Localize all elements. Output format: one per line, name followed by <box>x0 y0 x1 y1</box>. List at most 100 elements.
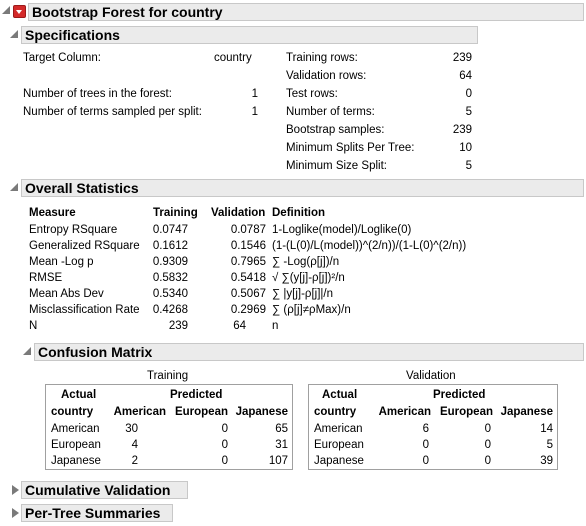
matrix-cell: 0 <box>221 423 228 435</box>
validation-cell: 0.1546 <box>230 240 266 252</box>
col-japanese: Japanese <box>500 406 553 418</box>
row-label-european: European <box>314 439 364 451</box>
overall-statistics-header[interactable]: Overall Statistics <box>21 179 584 197</box>
training-cell: 0.0747 <box>152 224 188 236</box>
matrix-cell: 0 <box>221 439 228 451</box>
measure-cell: Mean -Log p <box>29 256 94 268</box>
matrix-cell: 4 <box>131 439 138 451</box>
target-column-label: Target Column: <box>23 52 101 64</box>
row-label-japanese: Japanese <box>314 455 364 467</box>
training-confusion-table: Actual Predicted country American Europe… <box>45 384 293 470</box>
number-of-terms-value: 5 <box>465 106 472 118</box>
collapse-triangle-icon[interactable] <box>2 6 10 14</box>
cumulative-validation-expand-icon[interactable] <box>12 485 19 495</box>
trees-label: Number of trees in the forest: <box>23 88 172 100</box>
validation-cell: 0.7965 <box>230 256 266 268</box>
row-label-american: American <box>314 423 363 435</box>
cumulative-validation-title: Cumulative Validation <box>25 482 171 498</box>
min-size-split-value: 5 <box>465 160 472 172</box>
matrix-cell: 31 <box>275 439 288 451</box>
min-size-split-label: Minimum Size Split: <box>286 160 387 172</box>
training-cell: 239 <box>168 320 188 332</box>
specifications-title: Specifications <box>25 27 120 43</box>
predicted-label: Predicted <box>170 389 223 401</box>
number-of-terms-label: Number of terms: <box>286 106 375 118</box>
country-label: country <box>314 406 357 418</box>
measure-cell: RMSE <box>29 272 63 284</box>
country-label: country <box>51 406 94 418</box>
matrix-cell: 39 <box>540 455 553 467</box>
matrix-cell: 0 <box>422 439 429 451</box>
matrix-cell: 14 <box>540 423 553 435</box>
specifications-collapse-icon[interactable] <box>10 30 18 38</box>
confusion-matrix-title: Confusion Matrix <box>38 344 153 360</box>
training-cell: 0.9309 <box>152 256 188 268</box>
overall-statistics-title: Overall Statistics <box>25 180 139 196</box>
definition-cell: (1-(L(0)/L(model))^(2/n))/(1-L(0)^(2/n)) <box>272 240 467 252</box>
validation-rows-value: 64 <box>459 70 472 82</box>
col-training: Training <box>153 207 198 219</box>
red-triangle-menu-icon[interactable] <box>13 5 26 18</box>
training-rows-label: Training rows: <box>286 52 358 64</box>
report-title-header[interactable]: Bootstrap Forest for country <box>28 3 584 21</box>
col-measure: Measure <box>29 207 76 219</box>
matrix-cell: 0 <box>484 423 491 435</box>
test-rows-label: Test rows: <box>286 88 338 100</box>
definition-cell: ∑ (ρ[j]≠ρMax)/n <box>272 304 351 316</box>
overall-statistics-collapse-icon[interactable] <box>10 183 18 191</box>
matrix-cell: 6 <box>422 423 429 435</box>
actual-label: Actual <box>61 389 97 401</box>
per-tree-summaries-title: Per-Tree Summaries <box>25 505 161 521</box>
matrix-cell: 2 <box>131 455 138 467</box>
col-american: American <box>378 406 431 418</box>
test-rows-value: 0 <box>465 88 472 100</box>
definition-cell: ∑ -Log(ρ[j])/n <box>272 256 340 268</box>
validation-confusion-table: Actual Predicted country American Europe… <box>308 384 558 470</box>
training-cell: 0.1612 <box>152 240 188 252</box>
terms-sampled-label: Number of terms sampled per split: <box>23 106 202 118</box>
matrix-cell: 107 <box>268 455 288 467</box>
per-tree-summaries-header[interactable]: Per-Tree Summaries <box>21 504 173 522</box>
validation-cell: 0.2969 <box>230 304 266 316</box>
definition-cell: n <box>272 320 279 332</box>
validation-table-title: Validation <box>406 370 456 382</box>
cumulative-validation-header[interactable]: Cumulative Validation <box>21 481 188 499</box>
definition-cell: 1-Loglike(model)/Loglike(0) <box>272 224 412 236</box>
matrix-cell: 30 <box>125 423 138 435</box>
min-splits-label: Minimum Splits Per Tree: <box>286 142 415 154</box>
row-label-european: European <box>51 439 101 451</box>
target-column-value: country <box>214 52 252 64</box>
validation-rows-label: Validation rows: <box>286 70 367 82</box>
min-splits-value: 10 <box>459 142 472 154</box>
col-japanese: Japanese <box>235 406 288 418</box>
training-cell: 0.4268 <box>152 304 188 316</box>
definition-cell: √ ∑(y[j]-ρ[j])²/n <box>272 272 345 284</box>
matrix-cell: 65 <box>275 423 288 435</box>
definition-cell: ∑ |y[j]-ρ[j]|/n <box>272 288 333 300</box>
matrix-cell: 0 <box>484 455 491 467</box>
terms-sampled-value: 1 <box>251 106 258 118</box>
training-rows-value: 239 <box>452 52 472 64</box>
confusion-matrix-header[interactable]: Confusion Matrix <box>34 343 584 361</box>
per-tree-summaries-expand-icon[interactable] <box>12 508 19 518</box>
matrix-cell: 0 <box>484 439 491 451</box>
row-label-japanese: Japanese <box>51 455 101 467</box>
specifications-header[interactable]: Specifications <box>21 26 478 44</box>
report-title: Bootstrap Forest for country <box>32 4 223 20</box>
confusion-matrix-collapse-icon[interactable] <box>23 347 31 355</box>
training-cell: 0.5340 <box>152 288 188 300</box>
predicted-label: Predicted <box>433 389 486 401</box>
validation-cell: 0.5418 <box>230 272 266 284</box>
bootstrap-samples-value: 239 <box>452 124 472 136</box>
training-table-title: Training <box>147 370 189 382</box>
validation-cell: 64 <box>233 320 246 332</box>
trees-value: 1 <box>251 88 258 100</box>
measure-cell: Entropy RSquare <box>29 224 118 236</box>
row-label-american: American <box>51 423 100 435</box>
col-validation: Validation <box>211 207 266 219</box>
measure-cell: Generalized RSquare <box>29 240 140 252</box>
matrix-cell: 5 <box>546 439 553 451</box>
col-american: American <box>113 406 166 418</box>
measure-cell: Misclassification Rate <box>29 304 140 316</box>
measure-cell: N <box>29 320 38 332</box>
